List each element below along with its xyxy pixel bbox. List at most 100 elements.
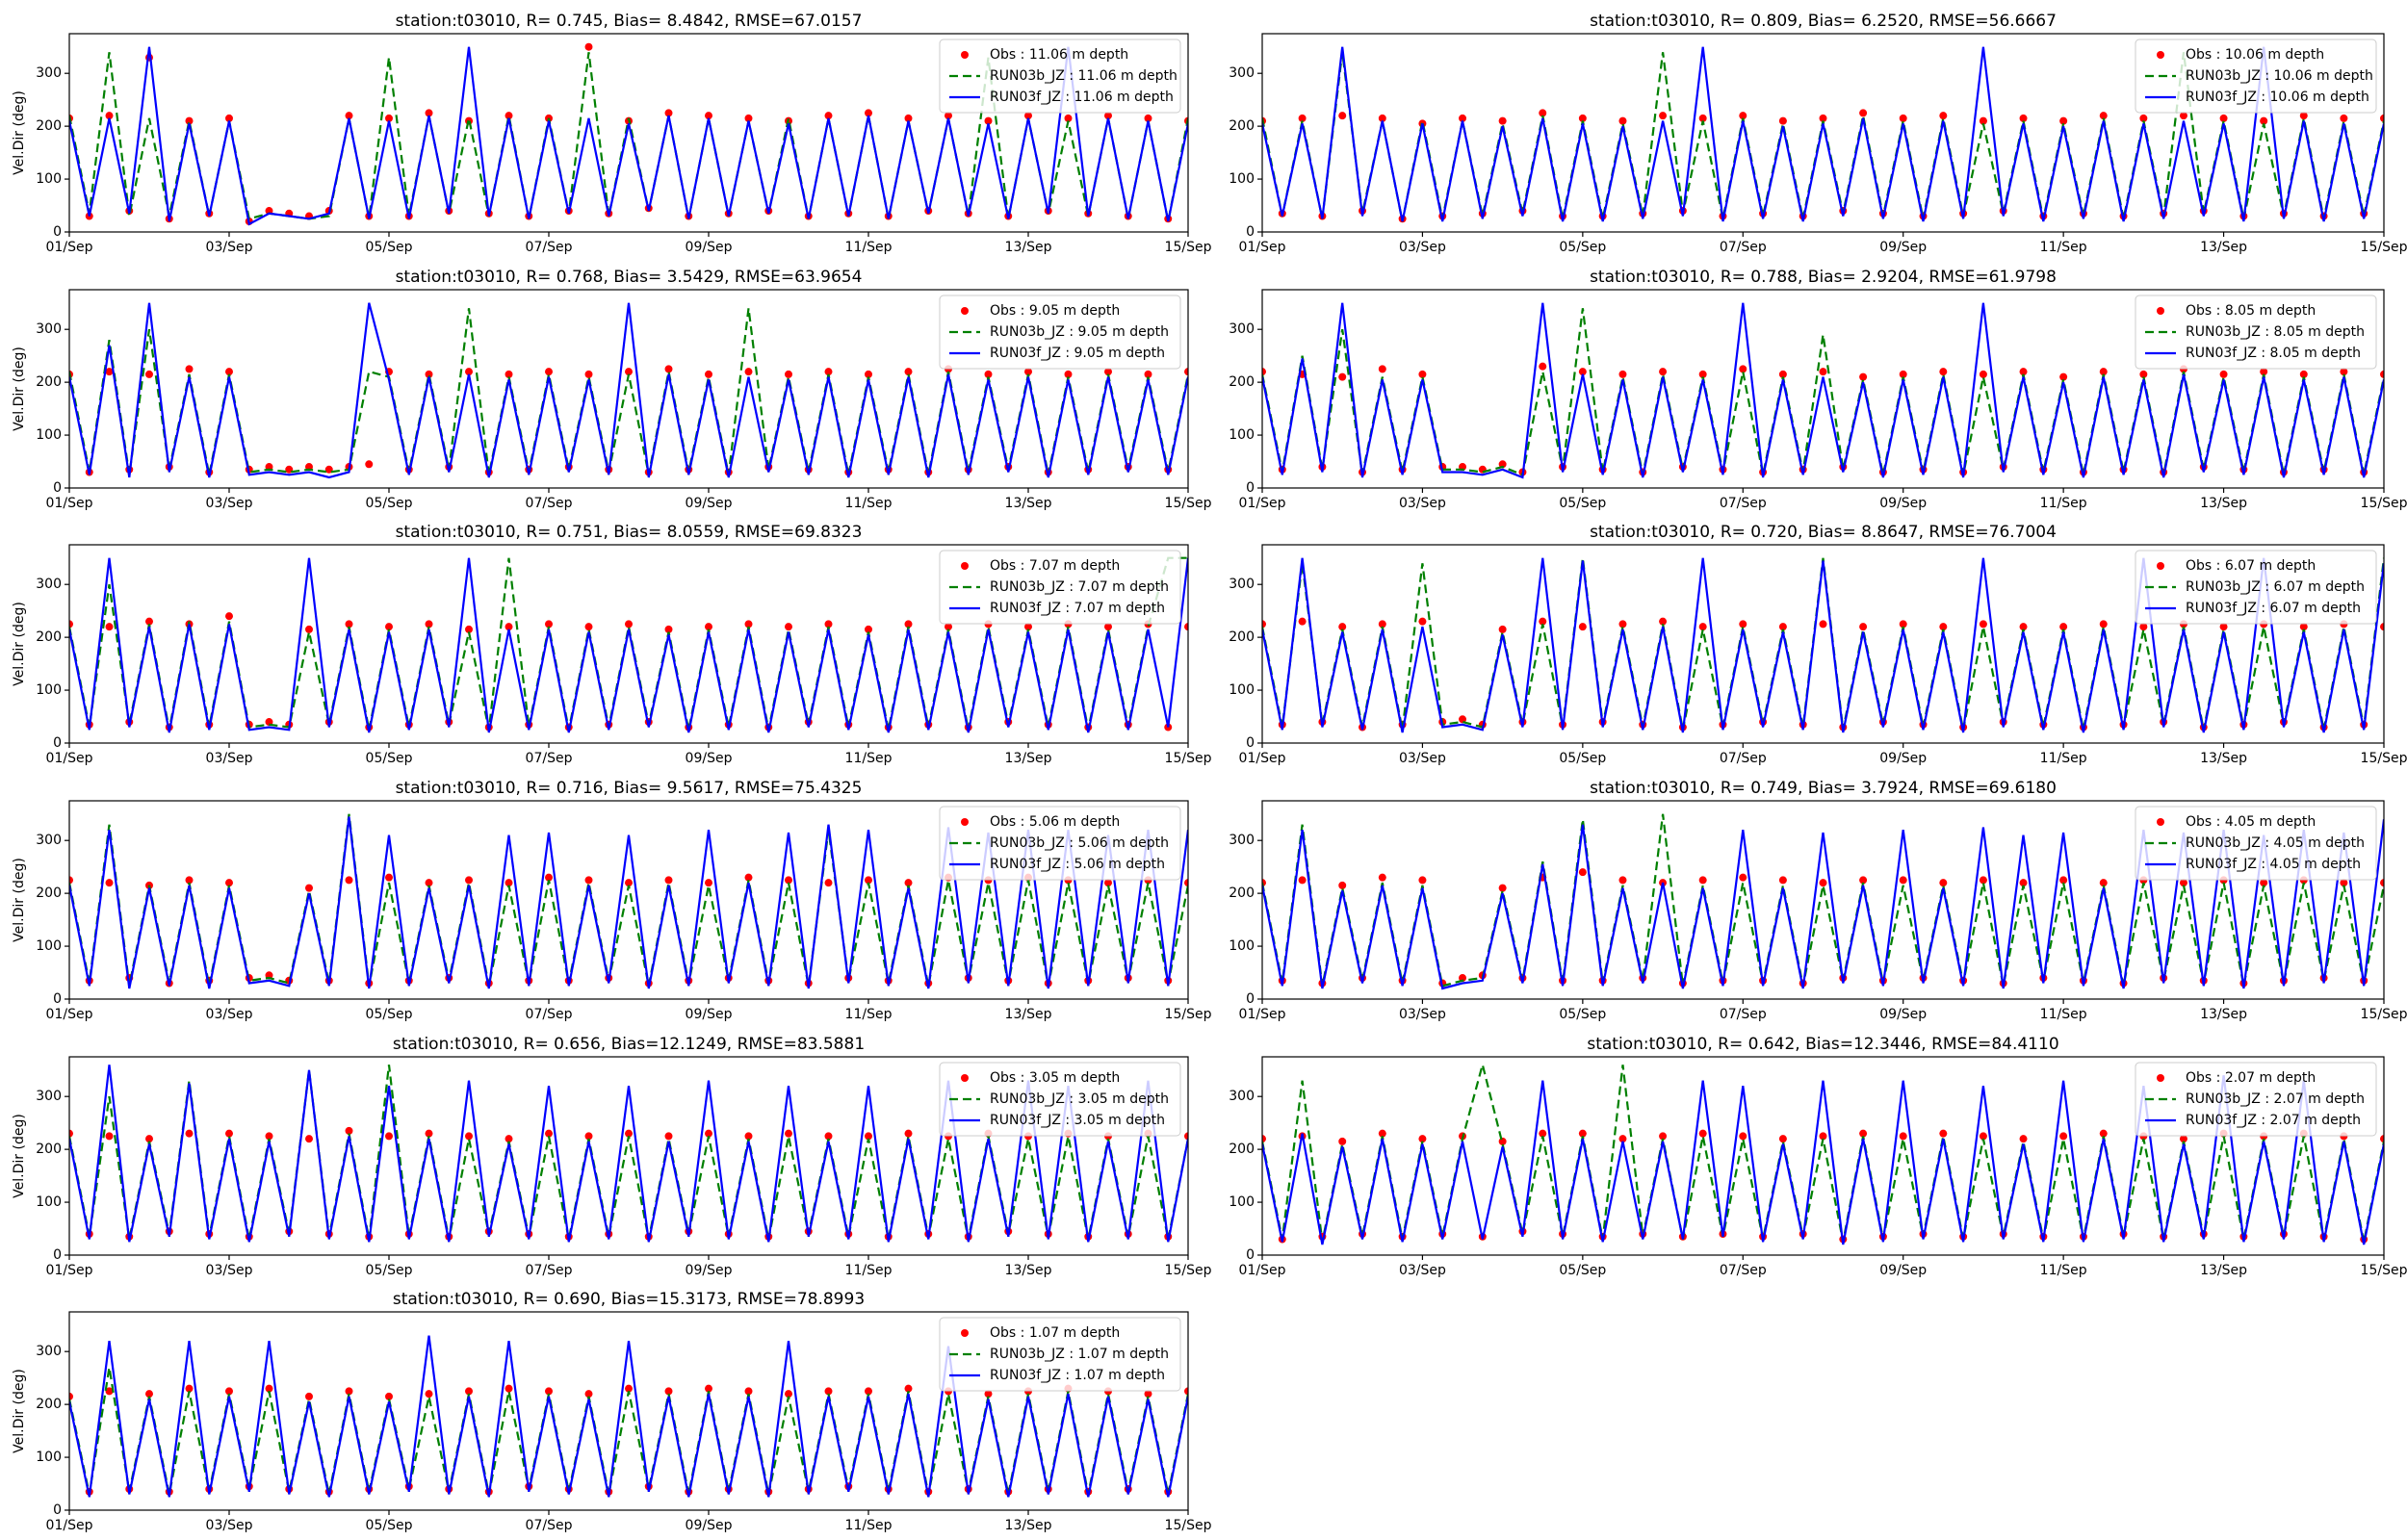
data-point [2019,114,2028,122]
data-point [225,879,233,887]
x-tick-label: 01/Sep [1239,1263,1286,1278]
data-point [1618,370,1627,378]
data-point [904,368,913,376]
data-point [425,1129,433,1138]
x-tick-label: 11/Sep [845,240,893,255]
y-tick-label: 0 [53,224,62,240]
x-tick-label: 11/Sep [845,1518,893,1533]
data-point [1459,974,1467,983]
data-point [945,623,952,631]
data-point [1498,116,1507,125]
data-point [225,114,233,122]
x-tick-label: 11/Sep [845,1263,893,1278]
series-line [69,557,1188,733]
x-tick-label: 07/Sep [526,751,573,766]
legend: Obs : 10.06 m depth RUN03b_JZ : 10.06 m d… [2135,38,2377,114]
legend-box [2135,806,2377,881]
y-tick-label: 100 [1229,427,1255,443]
legend: Obs : 11.06 m depth RUN03b_JZ : 11.06 m d… [939,38,1181,114]
legend-box [2135,38,2377,114]
y-tick-label: 300 [36,833,62,848]
legend-label: RUN03b_JZ : 4.05 m depth [2186,835,2365,851]
data-point [1104,112,1112,120]
y-axis-label: Vel.Dir (deg) [12,90,27,175]
series-line [1262,557,2384,733]
data-point [865,370,872,378]
data-point [1859,1129,1868,1138]
data-point [105,1387,114,1396]
data-point [1698,370,1707,378]
x-tick-label: 09/Sep [686,751,733,766]
x-tick-label: 03/Sep [1399,751,1446,766]
data-point [1899,1132,1907,1141]
panel: station:t03010, R= 0.751, Bias= 8.0559, … [12,523,1212,766]
data-point [425,620,433,629]
axes-frame [1261,289,2385,489]
data-point [1899,876,1907,885]
data-point [2380,1135,2384,1143]
legend-label: Obs : 4.05 m depth [2186,814,2316,830]
data-point [505,879,513,887]
plot-area [69,42,1188,226]
data-point [345,112,353,120]
legend: Obs : 7.07 m depth RUN03b_JZ : 7.07 m dep… [939,550,1181,625]
x-tick-label: 03/Sep [1399,496,1446,511]
x-tick-label: 01/Sep [1239,240,1286,255]
data-point [1899,370,1907,378]
axes-frame [1261,33,2385,233]
x-tick-label: 07/Sep [1720,240,1767,255]
data-point [1144,114,1152,122]
y-tick-label: 0 [1246,991,1255,1007]
data-point [185,116,194,125]
data-point [1378,1129,1386,1138]
x-tick-label: 07/Sep [526,1518,573,1533]
data-point [2059,876,2068,885]
data-point [69,1129,73,1138]
data-point [465,1132,473,1141]
data-point [1939,623,1948,631]
data-point [505,370,513,378]
data-point [2340,368,2348,376]
x-tick-label: 09/Sep [686,1518,733,1533]
x-tick-label: 11/Sep [2040,496,2087,511]
data-point [545,368,553,376]
x-tick-label: 15/Sep [1165,496,1212,511]
x-tick-label: 01/Sep [46,1007,93,1022]
data-point [785,623,792,631]
x-tick-label: 11/Sep [2040,1263,2087,1278]
data-point [1739,873,1747,882]
x-tick-label: 03/Sep [206,240,253,255]
y-tick-label: 300 [36,577,62,592]
legend-marker [961,1074,969,1082]
data-point [744,1387,753,1396]
axes-frame [68,800,1189,1000]
series-line [1262,819,2384,990]
data-point [2019,879,2028,887]
y-tick-label: 200 [1229,374,1255,390]
data-point [1104,368,1112,376]
series-line [69,308,1188,475]
data-point [1539,362,1547,371]
legend-label: RUN03b_JZ : 10.06 m depth [2186,68,2373,84]
data-point [1378,620,1386,629]
data-point [425,1390,433,1399]
data-point [1578,114,1587,122]
data-point [1498,884,1507,892]
data-point [385,623,393,631]
chart-title: station:t03010, R= 0.720, Bias= 8.8647, … [1590,523,2057,542]
data-point [1618,620,1627,629]
data-point [1338,372,1347,381]
series-line [1262,1075,2384,1245]
series-line [69,816,1188,989]
data-point [1498,625,1507,633]
legend-label: RUN03f_JZ : 4.05 m depth [2186,857,2361,872]
data-point [2260,368,2268,376]
x-tick-label: 03/Sep [1399,1007,1446,1022]
data-point [1859,876,1868,885]
data-point [1659,368,1668,376]
data-point [1618,116,1627,125]
legend-label: RUN03f_JZ : 10.06 m depth [2186,90,2369,105]
chart-title: station:t03010, R= 0.642, Bias=12.3446, … [1587,1035,2058,1054]
data-point [705,370,712,378]
